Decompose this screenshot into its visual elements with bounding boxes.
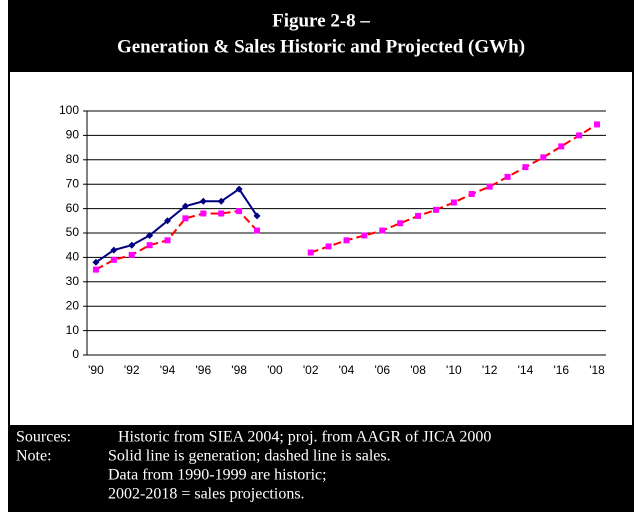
marker: [110, 246, 118, 254]
x-tick-label: '94: [160, 363, 176, 377]
marker: [522, 164, 529, 171]
marker: [146, 231, 154, 239]
marker: [236, 208, 243, 215]
marker: [415, 212, 422, 219]
y-tick-label: 40: [66, 250, 80, 264]
footer-text: Historic from SIEA 2004; proj. from AAGR…: [118, 429, 491, 446]
y-tick-label: 20: [66, 298, 80, 312]
marker: [504, 173, 511, 180]
footer-text: Solid line is generation; dashed line is…: [108, 448, 391, 465]
y-tick-label: 50: [66, 225, 80, 239]
y-tick-label: 60: [66, 201, 80, 215]
marker: [200, 210, 207, 217]
marker: [92, 258, 100, 266]
footer-label: Note:: [16, 448, 52, 465]
x-tick-label: '96: [196, 363, 212, 377]
y-tick-label: 90: [66, 128, 80, 142]
x-tick-label: '90: [88, 363, 104, 377]
x-tick-label: '92: [124, 363, 140, 377]
x-tick-label: '06: [374, 363, 390, 377]
marker: [128, 241, 136, 249]
x-tick-label: '04: [339, 363, 355, 377]
marker: [164, 217, 172, 225]
y-tick-label: 0: [72, 347, 79, 361]
x-tick-label: '14: [518, 363, 534, 377]
x-tick-label: '02: [303, 363, 319, 377]
x-tick-label: '18: [589, 363, 605, 377]
marker: [146, 242, 153, 249]
marker: [254, 227, 261, 234]
x-tick-label: '10: [446, 363, 462, 377]
footer-label: Sources:: [16, 429, 71, 446]
x-tick-label: '00: [267, 363, 283, 377]
marker: [253, 212, 261, 220]
marker: [486, 183, 493, 190]
marker: [199, 197, 207, 205]
marker: [450, 199, 457, 206]
footer-text: Data from 1990-1999 are historic;: [108, 467, 327, 484]
marker: [558, 143, 565, 150]
marker: [468, 190, 475, 197]
y-tick-label: 80: [66, 152, 80, 166]
marker: [110, 256, 117, 263]
x-tick-label: '98: [231, 363, 247, 377]
marker: [182, 215, 189, 222]
marker: [235, 185, 243, 193]
x-tick-label: '08: [410, 363, 426, 377]
marker: [343, 237, 350, 244]
marker: [307, 249, 314, 256]
marker: [164, 237, 171, 244]
x-tick-label: '16: [553, 363, 569, 377]
marker: [397, 220, 404, 227]
marker: [218, 210, 225, 217]
y-tick-label: 70: [66, 176, 80, 190]
chart-title: Generation & Sales Historic and Projecte…: [117, 36, 525, 57]
marker: [361, 232, 368, 239]
marker: [594, 121, 601, 128]
x-tick-label: '12: [482, 363, 498, 377]
marker: [325, 243, 332, 250]
marker: [181, 202, 189, 210]
chart-title: Figure 2-8 –: [272, 10, 370, 31]
marker: [217, 197, 225, 205]
series-line: [95, 187, 258, 264]
y-tick-label: 30: [66, 274, 80, 288]
y-tick-label: 100: [59, 103, 79, 117]
marker: [576, 132, 583, 139]
marker: [128, 251, 135, 258]
footer-text: 2002-2018 = sales projections.: [108, 486, 305, 503]
marker: [432, 206, 439, 213]
marker: [379, 227, 386, 234]
y-tick-label: 10: [66, 323, 80, 337]
marker: [540, 154, 547, 161]
marker: [92, 266, 99, 273]
